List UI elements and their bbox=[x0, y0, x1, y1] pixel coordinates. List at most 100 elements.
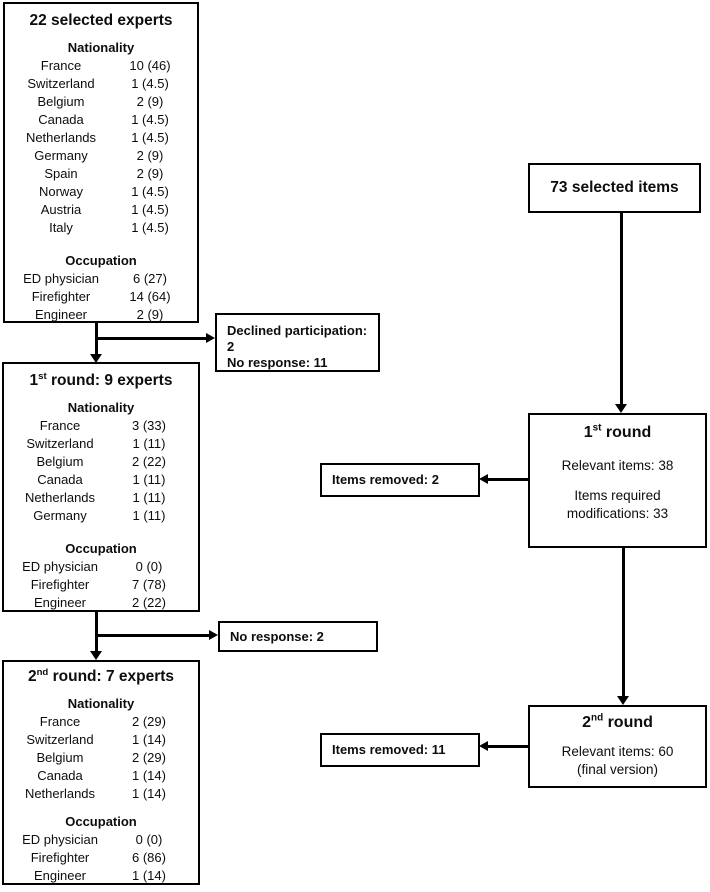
nationality-row: Italy 1 (4.5) bbox=[5, 219, 197, 237]
row-value: 2 (9) bbox=[136, 307, 164, 322]
nationality-row: Netherlands 1 (11) bbox=[4, 489, 198, 507]
row-label: Italy bbox=[49, 220, 73, 235]
ordinal-superscript: nd bbox=[36, 666, 49, 678]
occupation-header: Occupation bbox=[65, 541, 137, 556]
nationality-row: France 3 (33) bbox=[4, 417, 198, 435]
occupation-row: ED physician 6 (27) bbox=[5, 270, 197, 288]
items-round1-title: 1st round bbox=[583, 422, 652, 441]
row-value: 1 (4.5) bbox=[131, 184, 169, 199]
nationality-header: Nationality bbox=[67, 696, 135, 711]
nationality-row: France 10 (46) bbox=[5, 57, 197, 75]
occupation-header: Occupation bbox=[65, 253, 137, 268]
row-label: France bbox=[40, 58, 82, 73]
row-value: 2 (22) bbox=[132, 454, 166, 469]
row-value: 3 (33) bbox=[132, 418, 166, 433]
row-value: 1 (11) bbox=[132, 490, 166, 505]
row-label: Firefighter bbox=[30, 577, 90, 592]
nationality-row: Netherlands 1 (14) bbox=[4, 785, 198, 803]
connector-round2-to-removed-line bbox=[487, 745, 528, 748]
row-value: 1 (14) bbox=[132, 768, 166, 783]
occupation-row: Engineer 2 (9) bbox=[5, 306, 197, 324]
arrow-down-icon bbox=[615, 404, 627, 413]
occupation-row: ED physician 0 (0) bbox=[4, 831, 198, 849]
row-label: Canada bbox=[38, 112, 84, 127]
row-label: Netherlands bbox=[24, 786, 96, 801]
relevant-items-text: Relevant items: 38 bbox=[561, 458, 674, 473]
row-value: 14 (64) bbox=[129, 289, 171, 304]
items-removed-line: Items removed: 2 bbox=[332, 472, 439, 487]
final-version-text: (final version) bbox=[576, 762, 659, 777]
experts-round2-box: 2nd round: 7 experts Nationality France … bbox=[2, 660, 200, 885]
row-value: 1 (11) bbox=[132, 508, 166, 523]
experts-round1-title: 1st round: 9 experts bbox=[29, 370, 173, 389]
items-removed-round1-note: Items removed: 2 bbox=[320, 463, 480, 497]
occupation-row: Firefighter 6 (86) bbox=[4, 849, 198, 867]
nationality-row: Spain 2 (9) bbox=[5, 165, 197, 183]
connector-round1-to-round2-line bbox=[622, 547, 625, 698]
row-value: 1 (14) bbox=[132, 786, 166, 801]
nationality-row: Norway 1 (4.5) bbox=[5, 183, 197, 201]
row-value: 0 (0) bbox=[135, 559, 163, 574]
nationality-row: Canada 1 (4.5) bbox=[5, 111, 197, 129]
ordinal-superscript: st bbox=[38, 370, 47, 382]
arrow-left-icon bbox=[479, 741, 488, 751]
row-label: Switzerland bbox=[26, 436, 94, 451]
row-label: Firefighter bbox=[31, 289, 91, 304]
arrow-right-icon bbox=[209, 630, 218, 640]
row-label: Switzerland bbox=[26, 732, 94, 747]
row-label: Engineer bbox=[33, 595, 87, 610]
row-value: 1 (4.5) bbox=[131, 76, 169, 91]
row-label: Germany bbox=[33, 508, 87, 523]
items-removed-line: Items removed: 11 bbox=[332, 742, 446, 757]
modifications-text: Items required modifications: 33 bbox=[566, 488, 669, 521]
row-value: 6 (86) bbox=[132, 850, 166, 865]
row-label: ED physician bbox=[22, 559, 98, 574]
declined-line: Declined participation: 2 bbox=[227, 323, 368, 354]
row-value: 2 (9) bbox=[136, 148, 164, 163]
nationality-row: Germany 2 (9) bbox=[5, 147, 197, 165]
relevant-items-text: Relevant items: 60 bbox=[561, 744, 674, 759]
nationality-row: Netherlands 1 (4.5) bbox=[5, 129, 197, 147]
row-value: 1 (4.5) bbox=[131, 220, 169, 235]
row-value: 6 (27) bbox=[133, 271, 167, 286]
row-label: Belgium bbox=[36, 750, 84, 765]
items-removed-round2-note: Items removed: 11 bbox=[320, 733, 480, 767]
connector-to-no-response-line bbox=[95, 634, 211, 637]
ordinal-superscript: nd bbox=[591, 712, 604, 724]
row-label: Germany bbox=[34, 148, 88, 163]
row-label: Netherlands bbox=[24, 490, 96, 505]
occupation-row: Firefighter 14 (64) bbox=[5, 288, 197, 306]
spacer bbox=[4, 525, 198, 540]
row-value: 1 (11) bbox=[132, 436, 166, 451]
nationality-row: Belgium 2 (29) bbox=[4, 749, 198, 767]
nationality-header: Nationality bbox=[67, 40, 135, 55]
experts-initial-title: 22 selected experts bbox=[29, 12, 173, 29]
row-label: Canada bbox=[37, 768, 83, 783]
row-value: 10 (46) bbox=[129, 58, 171, 73]
row-label: France bbox=[39, 418, 81, 433]
nationality-row: Belgium 2 (22) bbox=[4, 453, 198, 471]
connector-experts2-to-experts3-line bbox=[95, 611, 98, 653]
row-label: France bbox=[39, 714, 81, 729]
experts-round2-title: 2nd round: 7 experts bbox=[27, 666, 175, 685]
row-value: 2 (22) bbox=[132, 595, 166, 610]
spacer bbox=[4, 803, 198, 813]
row-value: 2 (29) bbox=[132, 750, 166, 765]
experts-round1-box: 1st round: 9 experts Nationality France … bbox=[2, 362, 200, 612]
declined-note: Declined participation: 2 No response: 1… bbox=[215, 313, 380, 372]
row-label: ED physician bbox=[22, 832, 98, 847]
selected-items-box: 73 selected items bbox=[528, 163, 701, 213]
nationality-row: Belgium 2 (9) bbox=[5, 93, 197, 111]
occupation-row: Engineer 2 (22) bbox=[4, 594, 198, 612]
nationality-header: Nationality bbox=[67, 400, 135, 415]
arrow-down-icon bbox=[90, 354, 102, 363]
nationality-row: Canada 1 (14) bbox=[4, 767, 198, 785]
row-label: Engineer bbox=[34, 307, 88, 322]
arrow-down-icon bbox=[90, 651, 102, 660]
occupation-header: Occupation bbox=[65, 814, 137, 829]
row-value: 1 (14) bbox=[132, 868, 166, 883]
arrow-right-icon bbox=[206, 333, 215, 343]
row-value: 0 (0) bbox=[135, 832, 163, 847]
nationality-row: Canada 1 (11) bbox=[4, 471, 198, 489]
